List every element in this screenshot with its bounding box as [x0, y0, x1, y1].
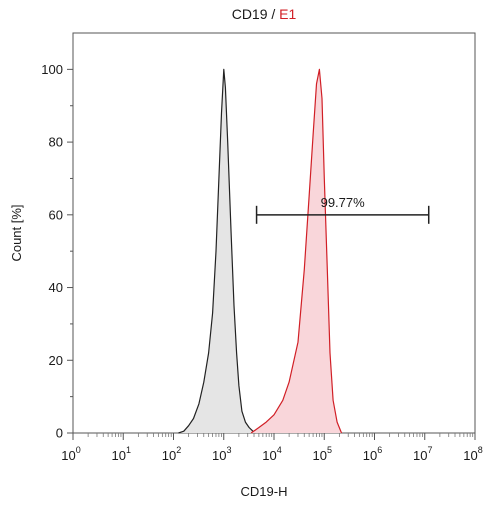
x-axis: 100 101 102 103 104 105 106 107 108 — [61, 433, 483, 463]
series-sample-fill — [251, 69, 342, 434]
y-tick-label: 60 — [49, 207, 63, 222]
title-sample-label: E1 — [279, 6, 296, 22]
x-tick-label: 103 — [212, 445, 231, 463]
series-control-line — [178, 68, 256, 434]
chart-title: CD19 / E1 — [232, 6, 297, 22]
y-axis-label: Count [%] — [9, 204, 24, 261]
title-control-label: CD19 — [232, 6, 268, 22]
x-tick-label: 101 — [112, 445, 131, 463]
x-tick-label: 100 — [61, 445, 80, 463]
series-sample-line — [250, 68, 343, 434]
y-axis: 0 20 40 60 80 100 — [41, 62, 73, 441]
x-tick-label: 107 — [413, 445, 432, 463]
y-tick-label: 20 — [49, 353, 63, 368]
x-tick-label: 102 — [162, 445, 181, 463]
title-separator: / — [268, 6, 280, 22]
plot-frame — [72, 32, 476, 434]
x-tick-label: 104 — [262, 445, 281, 463]
y-tick-label: 80 — [49, 135, 63, 150]
x-axis-label: CD19-H — [241, 484, 288, 499]
gate-layer: 99.77% — [255, 195, 430, 224]
series-control-fill — [178, 69, 256, 434]
x-tick-label: 106 — [363, 445, 382, 463]
y-tick-label: 0 — [56, 426, 63, 441]
series-layer — [178, 68, 343, 434]
x-tick-label: 108 — [463, 445, 482, 463]
y-tick-label: 100 — [41, 62, 63, 77]
gate-label: 99.77% — [321, 195, 366, 210]
x-tick-label: 105 — [313, 445, 332, 463]
y-tick-label: 40 — [49, 280, 63, 295]
